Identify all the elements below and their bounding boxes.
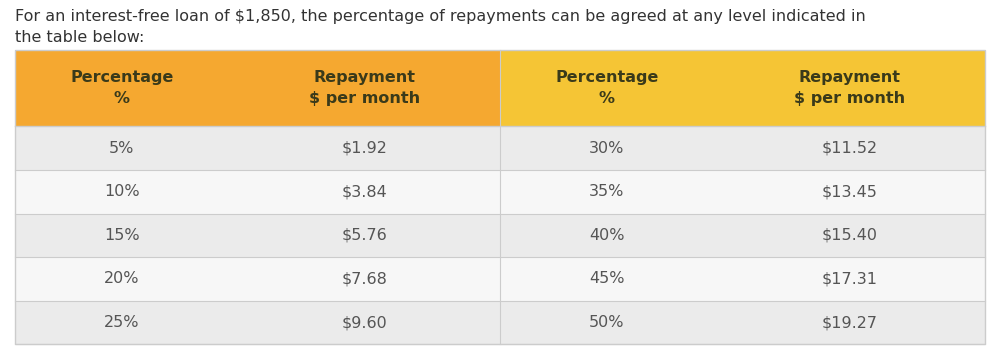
- Text: $9.60: $9.60: [341, 315, 387, 330]
- Text: 5%: 5%: [109, 141, 134, 155]
- FancyBboxPatch shape: [15, 213, 985, 257]
- Text: $1.92: $1.92: [341, 141, 387, 155]
- FancyBboxPatch shape: [15, 257, 985, 301]
- Text: Percentage
%: Percentage %: [555, 70, 658, 106]
- Text: $19.27: $19.27: [821, 315, 877, 330]
- Text: 45%: 45%: [589, 272, 624, 286]
- Text: $15.40: $15.40: [821, 228, 877, 243]
- FancyBboxPatch shape: [15, 170, 985, 213]
- Text: $13.45: $13.45: [821, 184, 877, 199]
- Text: 15%: 15%: [104, 228, 140, 243]
- Text: 20%: 20%: [104, 272, 139, 286]
- Text: $3.84: $3.84: [341, 184, 387, 199]
- Text: $11.52: $11.52: [821, 141, 877, 155]
- Text: 30%: 30%: [589, 141, 624, 155]
- Text: Repayment
$ per month: Repayment $ per month: [309, 70, 420, 106]
- Text: $17.31: $17.31: [821, 272, 877, 286]
- Text: Repayment
$ per month: Repayment $ per month: [794, 70, 905, 106]
- Text: $7.68: $7.68: [341, 272, 387, 286]
- Text: 35%: 35%: [589, 184, 624, 199]
- Text: 25%: 25%: [104, 315, 139, 330]
- FancyBboxPatch shape: [15, 126, 985, 170]
- Text: $5.76: $5.76: [341, 228, 387, 243]
- Text: For an interest-free loan of $1,850, the percentage of repayments can be agreed : For an interest-free loan of $1,850, the…: [15, 9, 866, 45]
- Text: Percentage
%: Percentage %: [70, 70, 173, 106]
- FancyBboxPatch shape: [15, 301, 985, 344]
- Text: 50%: 50%: [589, 315, 624, 330]
- FancyBboxPatch shape: [15, 50, 500, 126]
- Text: 40%: 40%: [589, 228, 624, 243]
- FancyBboxPatch shape: [500, 50, 985, 126]
- Text: 10%: 10%: [104, 184, 140, 199]
